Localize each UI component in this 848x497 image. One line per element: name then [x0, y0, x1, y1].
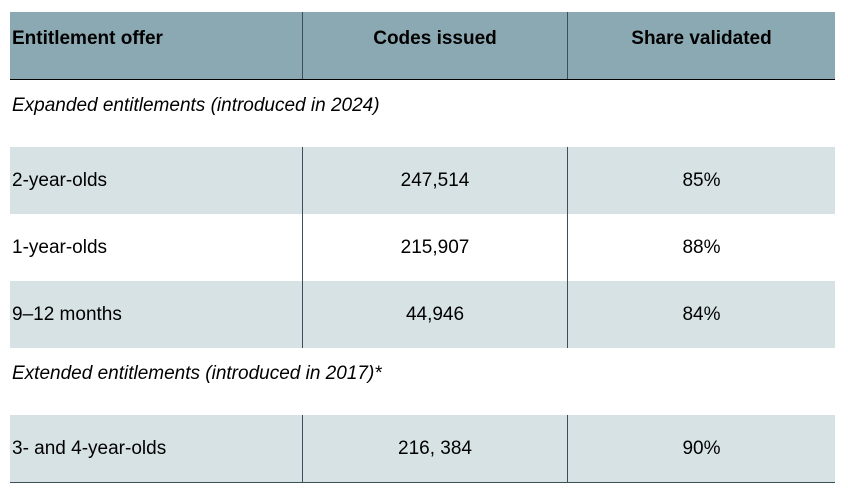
header-share-validated: Share validated — [567, 12, 835, 79]
table-bottom-rule — [10, 482, 835, 483]
share-cell: 84% — [567, 281, 835, 348]
codes-cell: 215,907 — [302, 214, 567, 281]
table-row: 1-year-olds 215,907 88% — [10, 214, 835, 281]
offer-cell: 2-year-olds — [12, 169, 108, 191]
table-row: 3- and 4-year-olds 216, 384 90% — [10, 415, 835, 482]
codes-cell: 44,946 — [302, 281, 567, 348]
offer-cell: 1-year-olds — [12, 236, 108, 258]
table-header-row: Entitlement offer Codes issued Share val… — [10, 12, 835, 80]
section-title: Extended entitlements (introduced in 201… — [12, 363, 382, 384]
header-entitlement-offer: Entitlement offer — [12, 28, 163, 49]
codes-cell: 216, 384 — [302, 415, 567, 482]
table-row: 9–12 months 44,946 84% — [10, 281, 835, 348]
table-row: 2-year-olds 247,514 85% — [10, 147, 835, 214]
offer-cell: 9–12 months — [12, 303, 122, 325]
share-cell: 85% — [567, 147, 835, 214]
share-cell: 88% — [567, 214, 835, 281]
entitlements-table: Entitlement offer Codes issued Share val… — [10, 12, 835, 483]
section-heading-extended: Extended entitlements (introduced in 201… — [10, 348, 835, 415]
section-heading-expanded: Expanded entitlements (introduced in 202… — [10, 80, 835, 147]
section-title: Expanded entitlements (introduced in 202… — [12, 95, 380, 116]
header-codes-issued: Codes issued — [302, 12, 567, 79]
share-cell: 90% — [567, 415, 835, 482]
offer-cell: 3- and 4-year-olds — [12, 437, 167, 459]
codes-cell: 247,514 — [302, 147, 567, 214]
